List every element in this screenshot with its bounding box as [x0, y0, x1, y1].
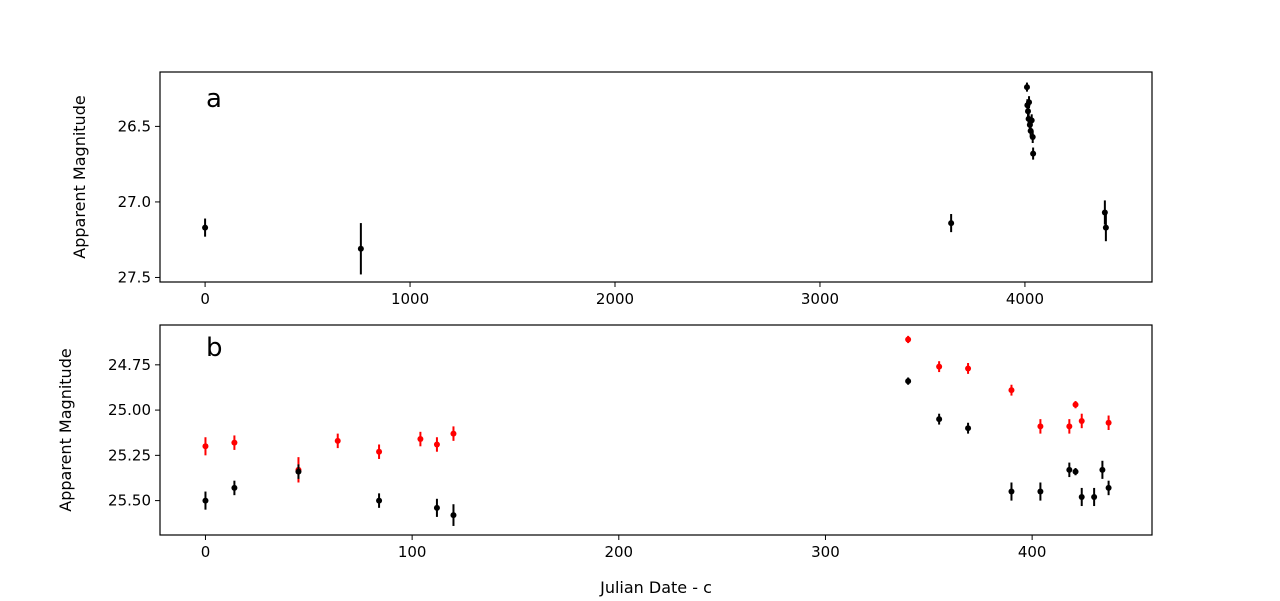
data-point [433, 504, 440, 511]
panel-a-x-tick-label: 1000 [391, 290, 429, 308]
panel-a-x-tick-label: 2000 [596, 290, 634, 308]
data-point [1008, 488, 1015, 495]
panel-b-x-axis-label: Julian Date - c [599, 578, 712, 597]
data-point [295, 468, 302, 475]
data-point [433, 441, 440, 448]
data-point [376, 448, 383, 455]
panel-a-y-tick-label: 27.0 [118, 193, 151, 211]
panel-a-y-axis: 26.5 27.0 27.5 [118, 117, 160, 286]
panel-b-y-axis: 24.75 25.00 25.25 25.50 [108, 356, 160, 510]
data-point [1026, 99, 1033, 106]
data-point [936, 416, 943, 423]
panel-b-x-axis: 0 100 200 300 400 [201, 535, 1047, 561]
data-point [1072, 468, 1079, 475]
data-point [202, 497, 209, 504]
data-point [965, 425, 972, 432]
data-point [417, 436, 424, 443]
panel-a-marks [202, 82, 1109, 275]
data-point [334, 437, 341, 444]
panel-b-y-tick-label: 25.25 [108, 446, 151, 464]
panel-b-frame [159, 324, 1153, 536]
data-point [936, 363, 943, 370]
data-point [231, 484, 238, 491]
data-point [905, 336, 912, 343]
panel-a-x-axis: 0 1000 2000 3000 4000 [200, 282, 1044, 308]
panel-a-x-tick-label: 4000 [1006, 290, 1044, 308]
panel-a: 0 1000 2000 3000 4000 26.5 27.0 27.5 a Apparen… [70, 71, 1153, 308]
data-point [450, 512, 457, 519]
panel-b-x-tick-label: 400 [1018, 543, 1047, 561]
data-point [202, 224, 209, 231]
panel-b-y-axis-label: Apparent Magnitude [56, 348, 75, 511]
data-point [1066, 466, 1073, 473]
data-point [357, 245, 364, 252]
panel-a-x-tick-label: 3000 [801, 290, 839, 308]
panel-b-x-tick-label: 300 [811, 543, 840, 561]
data-point [1091, 493, 1098, 500]
panel-b-y-tick-label: 24.75 [108, 356, 151, 374]
data-point [202, 443, 209, 450]
data-point [1029, 133, 1036, 140]
data-point [1099, 466, 1106, 473]
data-point [1102, 224, 1109, 231]
data-point [1078, 417, 1085, 424]
panel-b-x-tick-label: 200 [604, 543, 633, 561]
data-point [1066, 423, 1073, 430]
panel-a-frame [159, 71, 1153, 283]
data-point [905, 378, 912, 385]
panel-a-y-tick-label: 27.5 [118, 268, 151, 286]
data-point [1008, 387, 1015, 394]
data-point [1037, 423, 1044, 430]
panel-b-marks [202, 335, 1112, 526]
data-point [376, 497, 383, 504]
panel-b-x-tick-label: 100 [398, 543, 427, 561]
panel-b-y-tick-label: 25.00 [108, 401, 151, 419]
data-point [1105, 484, 1112, 491]
panel-a-x-tick-label: 0 [200, 290, 210, 308]
data-point [1030, 150, 1037, 157]
data-point [1078, 493, 1085, 500]
data-point [1105, 419, 1112, 426]
data-point [1025, 108, 1031, 115]
data-point [1023, 84, 1030, 91]
panel-b-letter: b [206, 333, 223, 363]
data-point [1101, 209, 1108, 216]
panel-a-y-tick-label: 26.5 [118, 117, 151, 135]
panel-b-y-tick-label: 25.50 [108, 492, 151, 510]
data-point [1072, 401, 1079, 408]
data-point [231, 439, 238, 446]
panel-a-y-axis-label: Apparent Magnitude [70, 95, 89, 258]
panel-a-letter: a [206, 84, 222, 114]
panel-b-x-tick-label: 0 [201, 543, 211, 561]
panel-b: 0 100 200 300 400 24.75 25.00 25.25 25.50 b App… [56, 324, 1153, 597]
data-point [965, 365, 972, 372]
data-point [1028, 117, 1035, 124]
data-point [1037, 488, 1044, 495]
data-point [948, 220, 955, 227]
data-point [450, 430, 457, 437]
